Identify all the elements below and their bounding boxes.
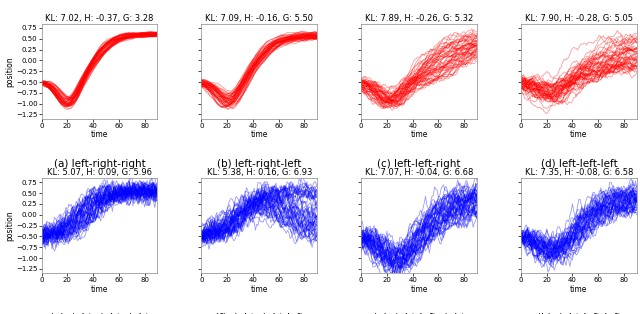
Text: (b) left-right-left: (b) left-right-left bbox=[217, 159, 301, 169]
X-axis label: time: time bbox=[251, 130, 268, 139]
Title: KL: 5.38, H: 0.16, G: 6.93: KL: 5.38, H: 0.16, G: 6.93 bbox=[207, 168, 312, 177]
Title: KL: 7.35, H: -0.08, G: 6.58: KL: 7.35, H: -0.08, G: 6.58 bbox=[525, 168, 633, 177]
Y-axis label: position: position bbox=[5, 56, 15, 86]
Title: KL: 7.90, H: -0.28, G: 5.05: KL: 7.90, H: -0.28, G: 5.05 bbox=[525, 14, 633, 23]
Text: (e) right-right-right: (e) right-right-right bbox=[50, 313, 149, 314]
Text: (c) left-left-right: (c) left-left-right bbox=[378, 159, 461, 169]
Title: KL: 7.89, H: -0.26, G: 5.32: KL: 7.89, H: -0.26, G: 5.32 bbox=[365, 14, 473, 23]
Text: (f) right-right-left: (f) right-right-left bbox=[215, 313, 304, 314]
X-axis label: time: time bbox=[570, 130, 588, 139]
Title: KL: 7.02, H: -0.37, G: 3.28: KL: 7.02, H: -0.37, G: 3.28 bbox=[45, 14, 154, 23]
X-axis label: time: time bbox=[251, 285, 268, 294]
Title: KL: 7.07, H: -0.04, G: 6.68: KL: 7.07, H: -0.04, G: 6.68 bbox=[365, 168, 474, 177]
X-axis label: time: time bbox=[410, 285, 428, 294]
X-axis label: time: time bbox=[91, 285, 108, 294]
Y-axis label: position: position bbox=[5, 210, 15, 241]
X-axis label: time: time bbox=[91, 130, 108, 139]
Text: (a) left-right-right: (a) left-right-right bbox=[54, 159, 145, 169]
Text: (d) left-left-left: (d) left-left-left bbox=[541, 159, 617, 169]
Text: (h) right-left-left: (h) right-left-left bbox=[537, 313, 621, 314]
X-axis label: time: time bbox=[570, 285, 588, 294]
Title: KL: 5.07, H: 0.09, G: 5.96: KL: 5.07, H: 0.09, G: 5.96 bbox=[47, 168, 152, 177]
Title: KL: 7.09, H: -0.16, G: 5.50: KL: 7.09, H: -0.16, G: 5.50 bbox=[205, 14, 314, 23]
Text: (g) right-left-right: (g) right-left-right bbox=[373, 313, 465, 314]
X-axis label: time: time bbox=[410, 130, 428, 139]
